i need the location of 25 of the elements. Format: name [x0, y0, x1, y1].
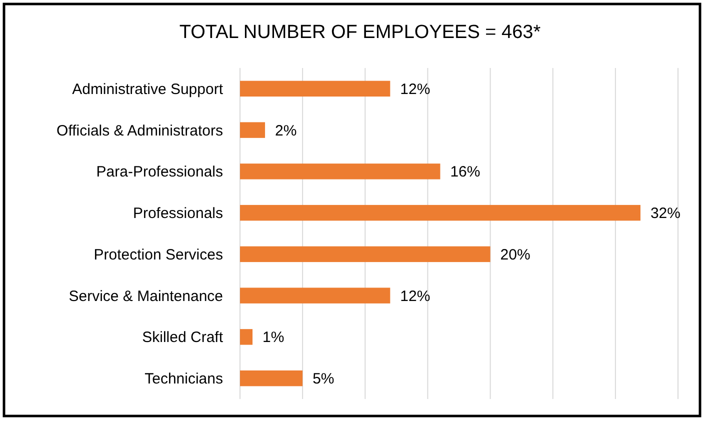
bar: [240, 246, 490, 262]
y-tick-label: Administrative Support: [72, 80, 224, 98]
data-label: 2%: [275, 122, 297, 140]
data-label: 1%: [262, 329, 284, 346]
y-tick-label: Professionals: [132, 205, 223, 222]
y-tick-label: Officials & Administrators: [56, 122, 223, 140]
data-label: 12%: [400, 288, 430, 305]
y-tick-label: Protection Services: [94, 246, 223, 264]
y-tick-label: Skilled Craft: [142, 329, 224, 346]
bar: [240, 80, 390, 97]
data-label: 20%: [500, 246, 530, 264]
data-label: 32%: [650, 205, 680, 222]
bar: [240, 164, 440, 180]
bar: [240, 288, 390, 304]
bar: [240, 329, 253, 345]
bar: [240, 122, 266, 138]
chart-title: TOTAL NUMBER OF EMPLOYEES = 463*: [179, 22, 542, 43]
y-tick-label: Para-Professionals: [96, 164, 223, 181]
y-tick-label: Technicians: [144, 370, 223, 388]
data-label: 12%: [400, 80, 430, 98]
bar: [240, 370, 303, 386]
bar: [240, 204, 640, 221]
y-tick-label: Service & Maintenance: [68, 288, 223, 305]
data-label: 16%: [450, 164, 480, 181]
data-label: 5%: [312, 370, 334, 388]
